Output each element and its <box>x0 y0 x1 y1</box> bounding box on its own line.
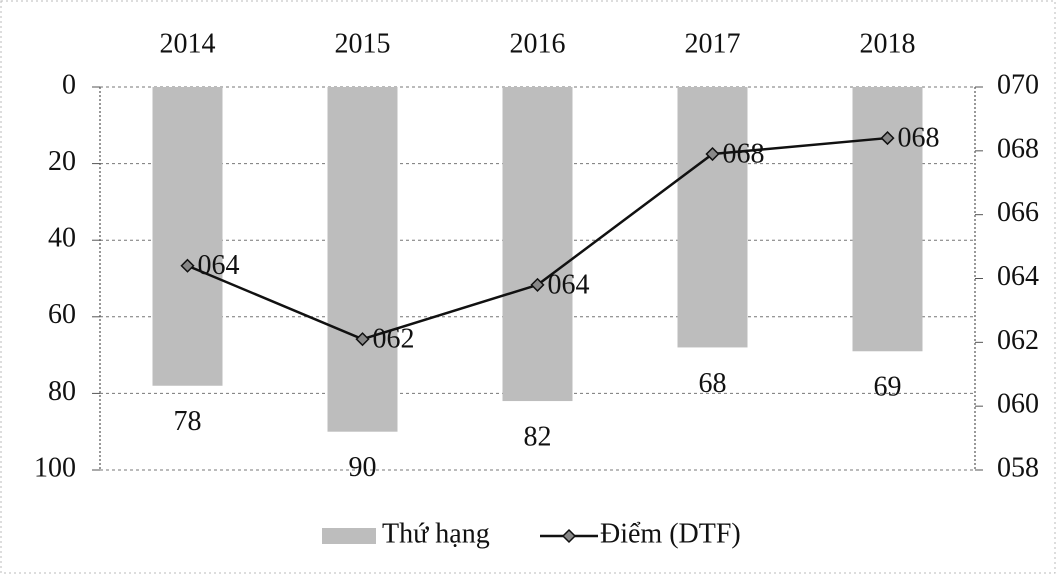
x-tick-label: 2018 <box>860 28 916 59</box>
x-tick-label: 2015 <box>335 28 391 59</box>
bar <box>327 87 398 432</box>
y2-tick-label: 070 <box>997 69 1039 100</box>
bar-value-label: 68 <box>699 368 727 399</box>
y2-tick-label: 062 <box>997 325 1039 356</box>
bar-value-label: 69 <box>874 372 902 403</box>
y2-tick-label: 066 <box>997 197 1039 228</box>
line-value-label: 062 <box>373 324 415 355</box>
y2-tick-label: 060 <box>997 389 1039 420</box>
bar <box>502 87 573 402</box>
x-tick-label: 2014 <box>160 28 216 59</box>
line-marker <box>705 146 720 162</box>
bar-value-label: 82 <box>524 421 552 452</box>
line-value-label: 068 <box>723 138 765 169</box>
line-value-label: 064 <box>548 269 590 300</box>
y-tick-label: 80 <box>48 376 76 407</box>
y-tick-label: 40 <box>48 223 76 254</box>
bar-value-label: 78 <box>174 406 202 437</box>
y2-tick-label: 068 <box>997 133 1039 164</box>
y2-tick-label: 064 <box>997 261 1039 292</box>
y-tick-label: 100 <box>34 452 76 483</box>
bar <box>677 87 748 348</box>
line-marker <box>880 131 895 146</box>
legend-label: Thứ hạng <box>382 518 490 549</box>
x-tick-label: 2017 <box>685 28 741 59</box>
legend-marker <box>561 528 577 544</box>
line-value-label: 068 <box>898 122 940 153</box>
bar-value-label: 90 <box>349 452 377 483</box>
line-marker <box>355 332 370 347</box>
bar <box>152 87 223 386</box>
y-tick-label: 0 <box>62 69 76 100</box>
x-tick-label: 2016 <box>510 28 566 59</box>
line-value-label: 064 <box>198 250 240 281</box>
y-tick-label: 60 <box>48 299 76 330</box>
legend-swatch <box>322 528 376 544</box>
y-tick-label: 20 <box>48 146 76 177</box>
legend-label: Điểm (DTF) <box>600 518 741 549</box>
line-marker <box>180 258 195 273</box>
line-marker <box>530 277 545 292</box>
y2-tick-label: 058 <box>997 452 1039 483</box>
